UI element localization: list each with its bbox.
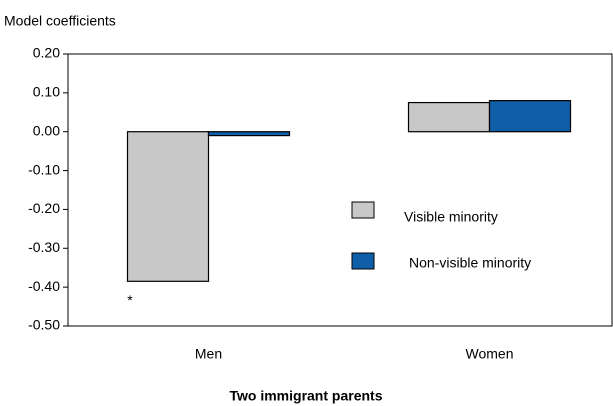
annotation: *	[127, 292, 133, 308]
bar	[488, 100, 572, 133]
legend-swatch	[351, 201, 375, 219]
plot-frame	[67, 53, 613, 327]
y-axis-title: Model coefficients	[4, 13, 116, 29]
y-tick-label: 0.20	[33, 45, 60, 61]
y-tick-label: -0.40	[28, 278, 60, 294]
x-axis-title: Two immigrant parents	[230, 388, 383, 404]
y-tick-label: 0.00	[33, 122, 60, 138]
y-tick-label: -0.10	[28, 161, 60, 177]
bar	[407, 101, 491, 133]
y-tick-label: -0.30	[28, 239, 60, 255]
x-tick-label: Women	[466, 346, 514, 362]
y-tick-label: 0.10	[33, 84, 60, 100]
legend-label: Visible minority	[404, 209, 498, 225]
bar	[126, 131, 210, 282]
legend-swatch	[351, 252, 375, 270]
y-tick-label: -0.20	[28, 200, 60, 216]
y-tick-label: -0.50	[28, 317, 60, 333]
bar	[207, 131, 291, 137]
legend-label: Non-visible minority	[409, 255, 531, 271]
x-tick-label: Men	[195, 346, 222, 362]
